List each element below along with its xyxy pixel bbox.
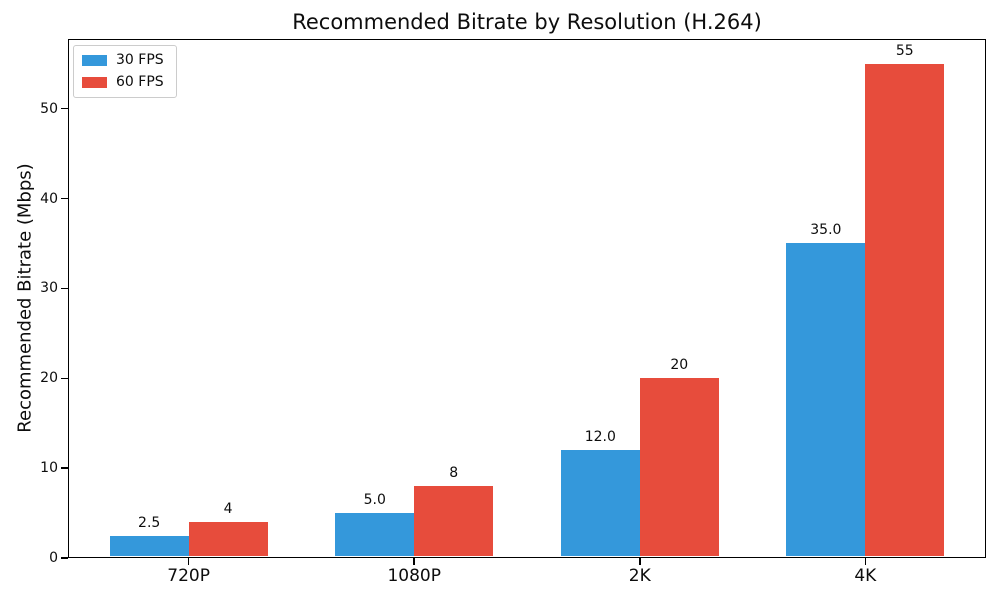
y-axis-tick [61, 557, 68, 559]
legend-swatch-30fps [82, 55, 107, 66]
bar-value-label: 20 [670, 357, 689, 374]
y-axis-tick [61, 107, 68, 110]
x-axis-tick-label-720p: 720P [167, 566, 211, 586]
bar-value-label: 5.0 [363, 492, 386, 509]
bar-60fps-2k [639, 378, 719, 557]
x-axis-tick [864, 558, 867, 565]
bar-value-label: 12.0 [584, 429, 616, 446]
bar-30fps-1080p [335, 513, 415, 557]
y-axis-tick [61, 287, 68, 290]
y-axis-tick [61, 377, 68, 379]
legend-swatch-60fps [82, 77, 107, 88]
bar-value-label: 8 [449, 465, 459, 482]
y-axis-tick [61, 197, 68, 200]
legend-label-60fps: 60 FPS [116, 74, 164, 90]
y-axis-tick-label: 50 [40, 100, 58, 117]
bar-30fps-2k [560, 450, 640, 557]
bar-30fps-4k [786, 243, 866, 557]
bar-value-label: 35.0 [810, 222, 842, 239]
y-axis-tick-label: 40 [40, 190, 58, 207]
x-axis-tick-label-4k: 4K [854, 566, 877, 586]
bar-value-label: 2.5 [138, 514, 161, 531]
bar-30fps-720p [109, 535, 189, 557]
x-axis-tick [187, 558, 190, 565]
bar-60fps-720p [188, 522, 268, 557]
y-axis-tick-label: 10 [40, 460, 58, 477]
legend-label-30fps: 30 FPS [116, 52, 164, 68]
y-axis-tick-label: 30 [40, 280, 58, 297]
x-axis-tick [639, 558, 641, 565]
x-axis-tick-label-2k: 2K [628, 566, 651, 586]
bar-60fps-4k [865, 63, 945, 557]
legend: 30 FPS 60 FPS [73, 45, 177, 98]
bar-value-label: 55 [895, 42, 914, 59]
legend-item-60fps: 60 FPS [82, 75, 164, 90]
legend-item-30fps: 30 FPS [82, 53, 164, 68]
bar-60fps-1080p [414, 486, 494, 557]
x-axis-tick-label-1080p: 1080P [387, 566, 441, 586]
y-axis-tick-label: 20 [40, 370, 58, 387]
y-axis-tick [61, 467, 68, 469]
y-axis-tick-label: 0 [49, 550, 58, 566]
chart-title: Recommended Bitrate by Resolution (H.264… [292, 10, 762, 34]
x-axis-tick [413, 558, 415, 565]
bar-value-label: 4 [223, 501, 233, 518]
